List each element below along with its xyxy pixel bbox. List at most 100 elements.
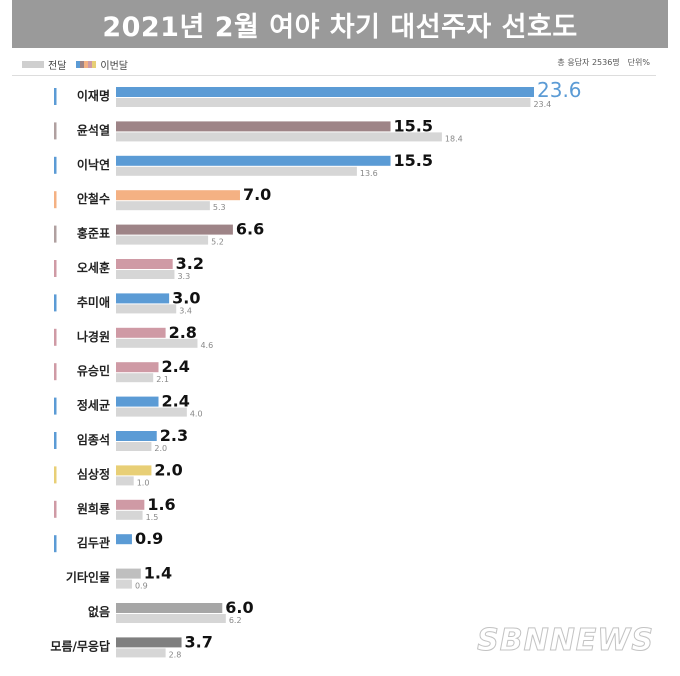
legend-swatch-current-part [80, 60, 85, 68]
chart-title: 2021년 2월 여야 차기 대선주자 선호도 [12, 0, 668, 48]
legend: 전달 이번달 [22, 56, 128, 72]
category-label: 심상정 [77, 466, 110, 481]
value-label-current: 1.6 [147, 495, 175, 514]
category-label: 안철수 [77, 191, 110, 206]
value-label-previous: 23.4 [533, 100, 551, 109]
bar-previous [116, 614, 226, 623]
value-label-current: 2.4 [162, 392, 190, 411]
bar-current [116, 568, 141, 579]
bar-previous [116, 270, 175, 279]
category-label: 추미애 [77, 294, 110, 309]
legend-swatch-current-part [92, 60, 97, 68]
value-label-current: 3.2 [176, 254, 204, 273]
bar-current [116, 190, 240, 201]
unit-note: 단위% [627, 58, 650, 67]
bar-current [116, 327, 166, 338]
bar-previous [116, 648, 166, 658]
bar-previous [116, 201, 210, 211]
header-divider [12, 75, 656, 76]
category-label: 이낙연 [77, 157, 110, 172]
category-label: 유승민 [77, 363, 110, 378]
bar-current [116, 534, 132, 545]
value-label-current: 6.6 [236, 220, 264, 239]
value-label-current: 7.0 [243, 185, 271, 204]
category-label: 이재명 [77, 88, 110, 103]
category-marker [54, 535, 57, 553]
value-label-current: 2.8 [169, 323, 197, 342]
bar-current [116, 396, 159, 407]
legend-swatch-current [76, 60, 97, 68]
bar-previous [116, 407, 187, 417]
category-marker [54, 500, 57, 518]
category-label: 홍준표 [77, 226, 110, 241]
category-marker [54, 156, 57, 174]
value-label-current: 2.0 [154, 460, 182, 479]
category-marker [54, 363, 57, 381]
bar-previous [116, 132, 442, 142]
bar-current [116, 224, 233, 235]
category-marker [54, 466, 57, 484]
category-marker [54, 432, 57, 449]
category-label: 정세균 [77, 398, 110, 413]
bar-previous [116, 373, 154, 383]
bar-previous [116, 304, 177, 314]
value-label-current: 3.0 [172, 288, 200, 307]
category-marker [54, 191, 57, 209]
category-marker [54, 122, 57, 140]
category-marker [54, 328, 57, 346]
value-label-previous: 0.9 [135, 582, 148, 591]
value-label-current: 0.9 [135, 529, 163, 548]
value-label-current: 23.6 [537, 78, 582, 102]
chart-meta: 총 응답자 2536명 단위% [557, 57, 650, 68]
bar-current [116, 121, 391, 132]
bar-chart: 이재명 23.623.4 윤석열 15.5 18.4 이낙연 15.5 13.6 안철수 7.0 5… [50, 78, 582, 659]
value-label-previous: 6.2 [229, 616, 242, 625]
value-label-previous: 2.0 [154, 444, 167, 453]
value-label-previous: 2.1 [156, 375, 169, 384]
bar-current [116, 259, 173, 269]
legend-swatch-current-part [76, 60, 81, 68]
bar-previous [116, 235, 209, 245]
value-label-current: 3.7 [185, 632, 213, 651]
legend-swatch-previous [22, 60, 44, 68]
category-label: 윤석열 [77, 122, 110, 137]
category-marker [54, 294, 57, 312]
bar-previous [116, 579, 132, 589]
category-label: 김두관 [77, 535, 110, 550]
category-label: 오세훈 [77, 260, 110, 275]
value-label-current: 15.5 [394, 116, 433, 135]
category-marker [54, 260, 57, 277]
bar-current [116, 293, 170, 304]
bar-current [116, 637, 182, 648]
value-label-previous: 1.5 [146, 513, 159, 522]
bar-current [116, 603, 223, 613]
value-label-previous: 3.3 [177, 272, 190, 281]
bar-current [116, 431, 157, 441]
respondents-note: 총 응답자 2536명 [557, 58, 620, 67]
value-label-previous: 4.6 [200, 341, 213, 350]
bar-previous [116, 442, 152, 451]
bar-previous [116, 510, 143, 520]
bar-current [116, 362, 159, 373]
legend-swatch-current-part [88, 60, 93, 68]
category-marker [54, 397, 57, 415]
legend-swatch-current-part [84, 60, 89, 68]
value-label-previous: 1.0 [137, 478, 150, 487]
value-label-previous: 4.0 [190, 410, 203, 419]
category-marker [54, 88, 57, 105]
category-label: 임종석 [77, 433, 110, 447]
category-label: 원희룡 [77, 501, 110, 516]
legend-label-current: 이번달 [100, 60, 129, 72]
bar-current [116, 155, 391, 166]
value-label-previous: 2.8 [169, 650, 182, 659]
watermark: SBNNEWS [477, 623, 654, 659]
bar-current [116, 465, 152, 476]
value-label-current: 6.0 [225, 598, 253, 617]
bar-previous [116, 338, 198, 348]
category-marker [54, 225, 57, 243]
value-label-current: 2.4 [162, 357, 190, 376]
value-label-previous: 3.4 [179, 306, 192, 315]
bar-previous [116, 98, 531, 107]
value-label-previous: 18.4 [445, 134, 463, 143]
bar-previous [116, 476, 134, 486]
